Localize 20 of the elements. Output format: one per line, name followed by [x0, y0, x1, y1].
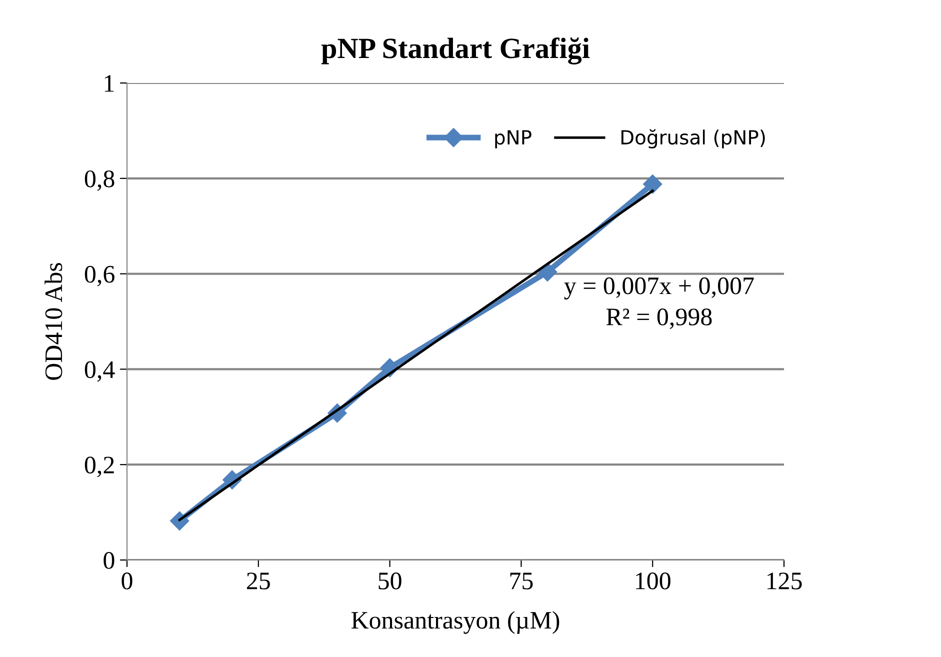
x-tick-label: 50 — [378, 572, 402, 590]
x-tick-label: 25 — [247, 572, 270, 590]
y-axis-title: OD410 Abs — [44, 263, 62, 380]
annotation: y = 0,007x + 0,007 — [564, 277, 754, 300]
y-tick-label: 0,4 — [84, 361, 115, 382]
x-tick-label: 125 — [767, 572, 802, 590]
y-tick-label: 0 — [104, 552, 114, 569]
legend-label: Doğrusal (pNP) — [621, 129, 765, 148]
y-tick-label: 0,2 — [84, 456, 114, 478]
x-tick-label: 75 — [510, 572, 533, 590]
point — [643, 174, 662, 194]
legend-label: pNP — [495, 130, 532, 148]
y-tick-label: 0,8 — [84, 170, 114, 191]
chart-title: pNP Standart Grafiği — [321, 37, 590, 64]
y-tick-label: 1 — [104, 75, 114, 92]
x-tick-label: 100 — [636, 572, 670, 590]
annotation: R² = 0,998 — [606, 308, 712, 329]
y-tick-label: 0,6 — [84, 266, 114, 286]
x-tick-label: 0 — [122, 572, 132, 590]
x-axis-title: Konsantrasyon (µM) — [351, 611, 560, 634]
